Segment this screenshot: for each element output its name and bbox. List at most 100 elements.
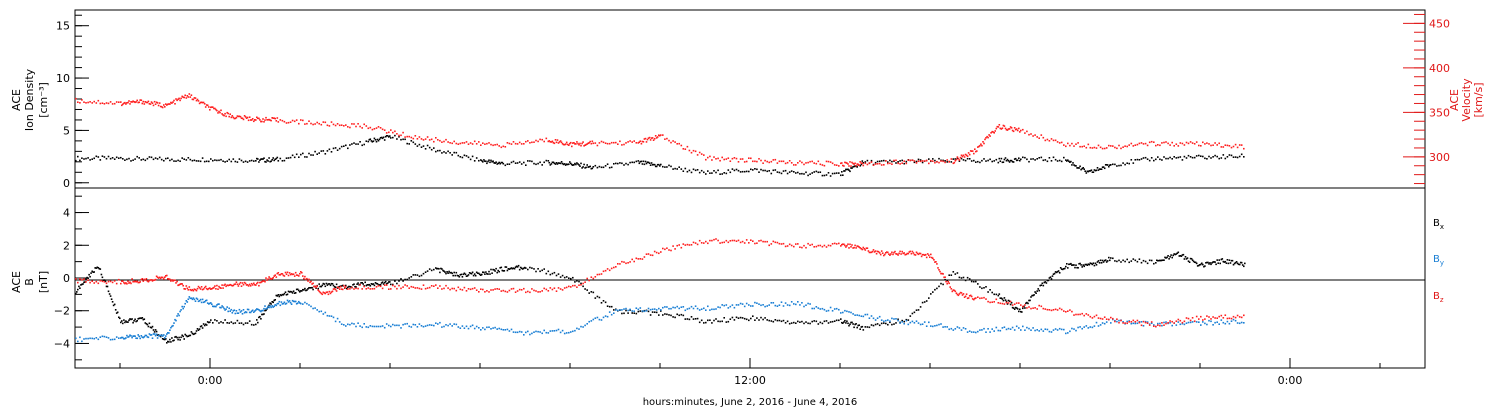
data-point <box>795 172 797 174</box>
data-point <box>795 322 797 324</box>
data-point <box>955 158 958 161</box>
data-point <box>852 166 854 168</box>
data-point <box>378 138 381 141</box>
data-point <box>289 301 292 304</box>
data-point <box>328 148 331 151</box>
data-point <box>340 323 343 325</box>
data-point <box>533 289 535 292</box>
data-point <box>590 276 593 278</box>
data-point <box>1191 321 1194 323</box>
data-point <box>797 320 799 323</box>
data-point <box>505 266 508 268</box>
data-point <box>1212 316 1214 318</box>
data-point <box>862 162 865 164</box>
data-point <box>1234 316 1237 319</box>
data-point <box>236 319 239 322</box>
data-point <box>445 272 447 275</box>
data-point <box>594 317 597 319</box>
data-point <box>101 155 104 157</box>
data-point <box>931 256 933 259</box>
data-point <box>124 321 126 324</box>
data-point <box>962 159 965 161</box>
data-point <box>707 305 709 308</box>
data-point <box>191 159 194 162</box>
data-point <box>774 158 777 161</box>
data-point <box>635 307 638 309</box>
data-point <box>323 292 326 294</box>
data-point <box>1095 321 1098 324</box>
data-point <box>1040 305 1043 308</box>
data-point <box>288 291 291 293</box>
data-point <box>825 246 828 248</box>
data-point <box>1083 265 1085 268</box>
data-point <box>989 289 991 291</box>
data-point <box>481 273 483 276</box>
data-point <box>633 310 635 312</box>
data-point <box>640 142 643 145</box>
data-point <box>400 134 402 137</box>
data-point <box>851 244 853 246</box>
data-point <box>157 277 160 279</box>
data-point <box>1095 147 1098 149</box>
data-point <box>1003 303 1006 305</box>
data-point <box>890 253 892 255</box>
data-point <box>230 160 233 163</box>
data-point <box>569 161 571 163</box>
data-point <box>175 335 177 338</box>
data-point <box>896 253 898 255</box>
data-point <box>835 164 838 166</box>
data-point <box>917 309 920 311</box>
data-point <box>278 274 281 276</box>
data-point <box>465 275 468 277</box>
data-point <box>435 322 437 324</box>
data-point <box>944 160 946 162</box>
data-point <box>1220 157 1223 159</box>
data-point <box>917 160 920 162</box>
data-point <box>154 278 157 281</box>
data-point <box>754 319 756 321</box>
data-point <box>819 308 822 310</box>
data-point <box>195 297 198 300</box>
data-point <box>285 302 288 305</box>
data-point <box>660 251 662 253</box>
data-point <box>1153 141 1155 143</box>
data-point <box>1019 308 1021 311</box>
data-point <box>309 287 311 289</box>
data-point <box>129 103 131 105</box>
data-point <box>893 251 895 254</box>
data-point <box>322 313 325 315</box>
data-point <box>80 284 82 286</box>
data-point <box>1177 251 1180 254</box>
data-point <box>559 331 562 334</box>
data-point <box>107 102 110 105</box>
data-point <box>1130 260 1133 262</box>
data-point <box>433 324 435 327</box>
data-point <box>365 288 368 290</box>
data-point <box>1124 260 1126 263</box>
data-point <box>1230 320 1233 322</box>
data-point <box>1200 145 1202 147</box>
data-point <box>639 310 642 312</box>
data-point <box>923 254 926 256</box>
data-point <box>302 119 304 122</box>
data-point <box>482 271 484 273</box>
data-point <box>224 283 226 286</box>
data-point <box>1101 259 1104 262</box>
data-point <box>501 269 504 272</box>
data-point <box>121 104 123 107</box>
data-point <box>261 309 263 312</box>
data-point <box>1168 258 1170 260</box>
data-point <box>915 162 918 164</box>
data-point <box>483 159 485 161</box>
data-point <box>1042 159 1045 162</box>
data-point <box>1226 317 1229 320</box>
data-point <box>840 174 842 177</box>
data-point <box>456 274 459 277</box>
data-point <box>905 319 908 322</box>
data-point <box>968 158 971 160</box>
data-point <box>868 251 871 254</box>
data-point <box>838 308 840 311</box>
data-point <box>457 286 460 289</box>
data-point <box>1228 317 1231 320</box>
data-point <box>184 302 186 305</box>
